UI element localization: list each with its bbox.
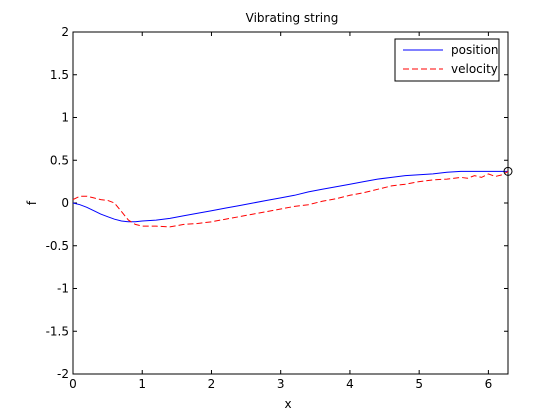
x-tick-label: 6 (485, 377, 493, 391)
legend: position velocity (394, 38, 500, 82)
y-axis-label: f (25, 200, 39, 205)
y-tick-label: 2 (61, 25, 69, 39)
y-tick-label: -2 (57, 367, 69, 381)
chart-title: Vibrating string (246, 11, 339, 25)
plot-series (72, 166, 513, 228)
y-tick-label: 1 (61, 111, 69, 125)
axes: 0 1 2 3 4 5 6 -2 -1.5 -1 -0.5 0 0.5 1 1.5 2 (46, 25, 509, 391)
x-tick-label: 1 (138, 377, 146, 391)
x-tick-label: 0 (69, 377, 77, 391)
series-line-velocity (72, 170, 509, 228)
x-tick-label: 5 (415, 377, 423, 391)
legend-label-position: position (451, 43, 499, 57)
x-tick-label: 3 (277, 377, 285, 391)
series-line-position (72, 170, 508, 223)
x-tick-label: 2 (208, 377, 216, 391)
endpoint-marker (503, 166, 513, 176)
y-tick-label: 0 (61, 196, 69, 210)
x-axis-label: x (284, 397, 291, 411)
y-tick-label: 1.5 (50, 68, 69, 82)
y-tick-label: -1 (57, 282, 69, 296)
y-tick-label: -0.5 (46, 239, 69, 253)
x-tick-label: 4 (346, 377, 354, 391)
legend-box (394, 38, 500, 82)
y-tick-label: 0.5 (50, 153, 69, 167)
y-tick-label: -1.5 (46, 324, 69, 338)
legend-label-velocity: velocity (451, 62, 498, 76)
